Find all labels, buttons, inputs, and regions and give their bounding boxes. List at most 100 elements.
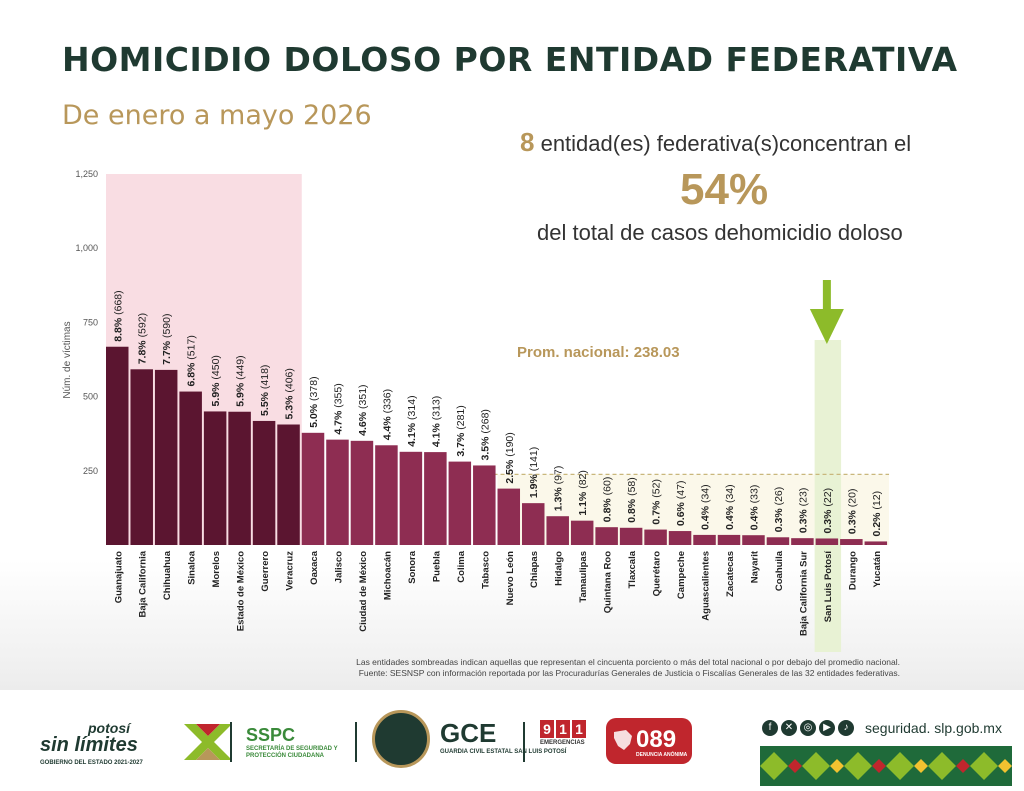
highlight-band xyxy=(814,340,842,652)
e089-sub: DENUNCIA ANÓNIMA xyxy=(636,752,688,758)
facebook-icon[interactable]: f xyxy=(762,720,778,736)
sspc-name: SSPC xyxy=(246,725,296,745)
bar-count-label: (23) xyxy=(797,488,809,507)
stat-line: 8 entidad(es) federativa(s)concentran el xyxy=(520,127,960,158)
x-tick-label: Chiapas xyxy=(529,551,540,588)
bar-percent-label: 6.8% xyxy=(186,360,198,387)
x-tick-label: Jalisco xyxy=(333,551,344,583)
bar-value-label: 8.8% (668) xyxy=(112,290,124,341)
bar-percent-label: 4.7% xyxy=(332,408,344,435)
x-tick-label: Zacatecas xyxy=(725,551,736,597)
bar-count-label: (34) xyxy=(700,484,712,503)
bar-percent-label: 5.9% xyxy=(235,380,247,407)
e911-digit: 1 xyxy=(556,720,570,738)
x-tick-label: Querétaro xyxy=(652,551,663,597)
x-tick-label: Yucatán xyxy=(872,551,883,588)
tiktok-icon[interactable]: ♪ xyxy=(838,720,854,736)
bar-value-label: 3.5% (268) xyxy=(479,409,491,460)
bar-value-label: 5.5% (418) xyxy=(259,365,271,416)
bar xyxy=(497,488,521,545)
x-tick-label: Morelos xyxy=(211,551,222,587)
bar-percent-label: 4.4% xyxy=(381,413,393,440)
bar-count-label: (33) xyxy=(748,485,760,504)
bar-count-label: (314) xyxy=(406,395,418,420)
bar-value-label: 0.3% (26) xyxy=(773,487,785,533)
bar-count-label: (590) xyxy=(161,314,173,339)
instagram-icon[interactable]: ◎ xyxy=(800,720,816,736)
bar-value-label: 0.4% (34) xyxy=(724,484,736,530)
bar xyxy=(815,538,839,545)
bar xyxy=(840,539,863,545)
bar xyxy=(203,411,227,545)
x-tick-label: Tamaulipas xyxy=(578,551,589,603)
down-arrow-icon xyxy=(809,309,844,344)
stat-count: 8 xyxy=(520,127,535,157)
bar xyxy=(619,527,643,545)
bar-count-label: (22) xyxy=(822,488,834,507)
bar-value-label: 0.4% (34) xyxy=(700,484,712,530)
guardia-civil-badge-icon xyxy=(372,710,430,768)
bar-value-label: 1.9% (141) xyxy=(528,447,540,498)
bar-count-label: (47) xyxy=(675,481,687,500)
stat-caption: del total de casos dehomicidio doloso xyxy=(537,220,903,245)
footer-divider xyxy=(230,722,232,762)
bar-value-label: 5.0% (378) xyxy=(308,376,320,427)
page-subtitle: De enero a mayo 2026 xyxy=(62,100,372,131)
bar xyxy=(546,516,569,545)
bar-count-label: (97) xyxy=(553,466,565,485)
bar-value-label: 4.1% (314) xyxy=(406,395,418,446)
bar-percent-label: 3.7% xyxy=(455,430,467,457)
x-tick-label: Puebla xyxy=(431,550,442,582)
y-tick-label: 750 xyxy=(83,317,98,327)
x-tick-label: Colima xyxy=(456,550,467,582)
e911-sub: EMERGENCIAS xyxy=(540,740,585,746)
bar xyxy=(130,369,153,545)
arrow-shaft xyxy=(822,280,831,310)
footer-divider xyxy=(523,722,525,762)
page-title: HOMICIDIO DOLOSO POR ENTIDAD FEDERATIVA xyxy=(62,40,958,79)
x-tick-label: Campeche xyxy=(676,551,687,599)
x-tick-label: Tabasco xyxy=(480,551,491,589)
bar-percent-label: 8.8% xyxy=(112,315,124,342)
potosi-star-icon xyxy=(184,724,232,760)
bar xyxy=(228,411,251,545)
bar-percent-label: 7.7% xyxy=(161,338,173,365)
bar-count-label: (313) xyxy=(430,396,442,421)
x-tick-label: Nayarit xyxy=(749,550,760,583)
bar xyxy=(301,432,325,545)
bar-value-label: 5.3% (406) xyxy=(284,368,296,419)
x-tick-label: Baja California xyxy=(138,550,149,617)
bar-count-label: (268) xyxy=(479,409,491,434)
youtube-icon[interactable]: ▶ xyxy=(819,720,835,736)
x-tick-label: Guerrero xyxy=(260,551,271,592)
bar-count-label: (190) xyxy=(504,432,516,457)
bar xyxy=(521,503,545,545)
bar-value-label: 0.2% (12) xyxy=(871,491,883,537)
bar xyxy=(448,461,472,545)
bar-value-label: 2.5% (190) xyxy=(504,432,516,483)
x-tick-label: Sonora xyxy=(407,550,418,583)
y-tick-label: 500 xyxy=(83,392,98,402)
x-tick-label: Michoacán xyxy=(382,551,393,600)
footnote-source: Fuente: SESNSP con información reportada… xyxy=(358,668,900,678)
bar xyxy=(864,541,888,545)
x-tick-label: Nuevo León xyxy=(505,551,516,606)
x-tick-label: Baja California Sur xyxy=(798,551,809,636)
bar xyxy=(668,531,692,545)
bar-chart: 250 500 750 1,000 1,250 Núm. de víctimas Prom.… xyxy=(62,169,890,652)
bar-count-label: (20) xyxy=(846,489,858,508)
bar-value-label: 0.8% (60) xyxy=(602,477,614,523)
bar-count-label: (12) xyxy=(871,491,883,510)
y-tick-label: 250 xyxy=(83,466,98,476)
x-icon[interactable]: ✕ xyxy=(781,720,797,736)
decorative-pattern-icon xyxy=(760,746,1012,786)
x-tick-label: Veracruz xyxy=(285,551,296,591)
bar-percent-label: 0.4% xyxy=(748,503,760,530)
sspc-logo: SSPC SECRETARÍA DE SEGURIDAD Y PROTECCIÓ… xyxy=(246,725,346,760)
bar-count-label: (406) xyxy=(284,368,296,393)
x-tick-label: Aguascalientes xyxy=(701,551,712,621)
website-link[interactable]: seguridad. slp.gob.mx xyxy=(865,720,1002,736)
bar-value-label: 6.8% (517) xyxy=(186,335,198,386)
bar-percent-label: 0.4% xyxy=(700,503,712,530)
bar-count-label: (355) xyxy=(332,383,344,408)
